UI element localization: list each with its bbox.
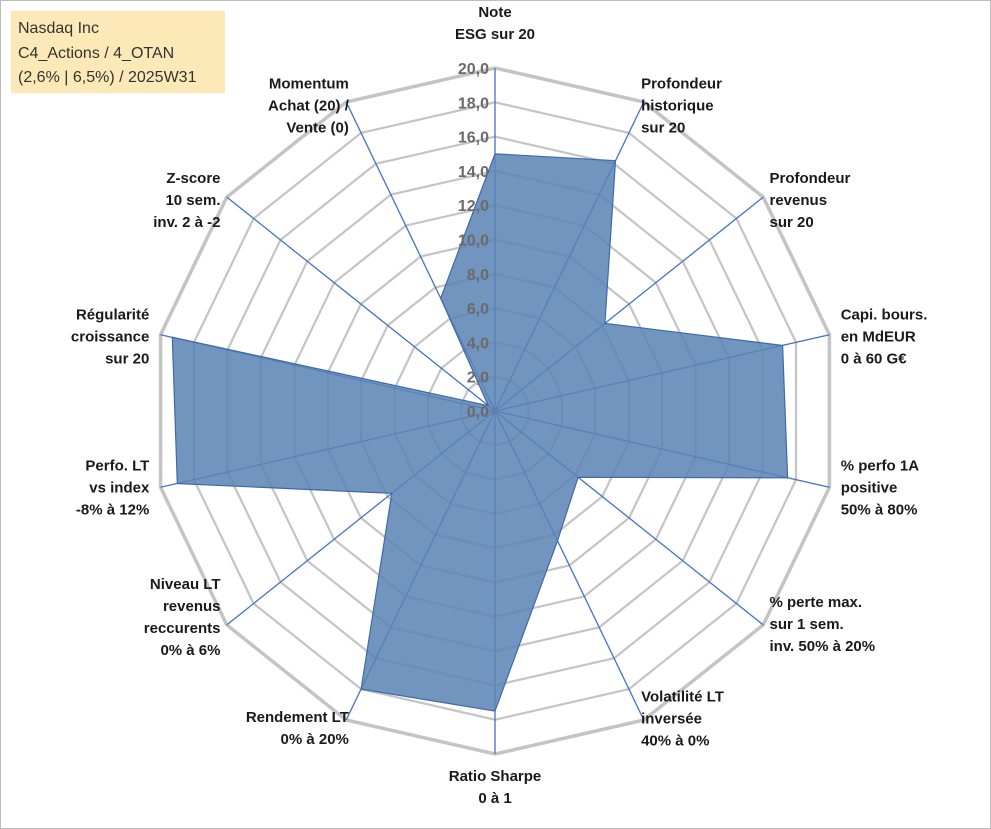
axis-label-line: inversée	[641, 710, 702, 727]
axis-label-line: 40% à 0%	[641, 732, 709, 749]
info-category: C4_Actions / 4_OTAN	[18, 44, 175, 62]
tick-label: 10,0	[458, 233, 489, 250]
axis-label-line: 10 sem.	[165, 192, 220, 209]
info-box: Nasdaq Inc C4_Actions / 4_OTAN (2,6% | 6…	[11, 11, 225, 93]
axis-label-line: Régularité	[76, 306, 149, 323]
axis-label-line: Profondeur	[641, 76, 722, 93]
tick-label: 12,0	[458, 198, 489, 215]
axis-label-line: Momentum	[269, 76, 349, 93]
axis-label-7: Volatilité LT inversée 40% à 0%	[641, 688, 724, 749]
axis-label-9: Rendement LT 0% à 20%	[246, 709, 349, 748]
axis-label-4: Capi. bours. en MdEUR 0 à 60 G€	[841, 306, 928, 367]
axis-label-line: sur 1 sem.	[770, 616, 844, 633]
axis-label-line: vs index	[89, 480, 150, 497]
axis-label-line: ESG sur 20	[455, 26, 535, 43]
tick-label: 6,0	[467, 301, 489, 318]
axis-label-6: % perte max. sur 1 sem. inv. 50% à 20%	[770, 594, 876, 655]
axis-label-1: Note ESG sur 20	[455, 4, 535, 43]
axis-label-line: sur 20	[105, 350, 149, 367]
axis-label-10: Niveau LT revenus reccurents 0% à 6%	[144, 576, 221, 659]
info-period: (2,6% | 6,5%) / 2025W31	[18, 69, 197, 86]
axis-label-line: % perfo 1A	[841, 458, 920, 475]
axis-label-line: Perfo. LT	[85, 458, 149, 475]
axis-label-line: inv. 50% à 20%	[770, 638, 876, 655]
axis-label-line: 0 à 60 G€	[841, 350, 908, 367]
radial-tick-labels: 0,0 2,0 4,0 6,0 8,0 10,0 12,0 14,0 16,0 18,0 20,0	[458, 61, 489, 421]
axis-label-line: 0% à 20%	[281, 731, 349, 748]
axis-label-line: Z-score	[166, 170, 220, 187]
axis-label-13: Z-score 10 sem. inv. 2 à -2	[153, 170, 220, 231]
axis-label-line: Profondeur	[770, 170, 851, 187]
axis-label-line: % perte max.	[770, 594, 863, 611]
axis-label-line: sur 20	[641, 120, 685, 137]
axis-label-8: Ratio Sharpe 0 à 1	[449, 768, 542, 807]
tick-label: 8,0	[467, 267, 489, 284]
axis-label-line: Achat (20) /	[268, 98, 350, 115]
axis-label-line: Capi. bours.	[841, 306, 928, 323]
axis-label-line: Volatilité LT	[641, 688, 724, 705]
axis-label-line: positive	[841, 480, 898, 497]
axis-label-line: -8% à 12%	[76, 502, 149, 519]
tick-label: 4,0	[467, 335, 489, 352]
axis-label-line: revenus	[163, 598, 221, 615]
axis-labels: Note ESG sur 20 Profondeur historique sur 20…	[71, 4, 927, 807]
axis-label-line: sur 20	[770, 214, 814, 231]
axis-label-line: Ratio Sharpe	[449, 768, 542, 785]
axis-label-14: Momentum Achat (20) / Vente (0)	[268, 76, 350, 137]
axis-label-line: Niveau LT	[150, 576, 221, 593]
axis-label-line: inv. 2 à -2	[153, 214, 220, 231]
axis-label-11: Perfo. LT vs index -8% à 12%	[76, 458, 150, 519]
series-area-1	[171, 153, 789, 712]
axis-label-2: Profondeur historique sur 20	[641, 76, 722, 137]
tick-label: 2,0	[467, 370, 489, 387]
radar-series	[171, 153, 789, 712]
tick-label: 16,0	[458, 130, 489, 147]
axis-label-5: % perfo 1A positive 50% à 80%	[841, 458, 920, 519]
axis-label-12: Régularité croissance sur 20	[71, 306, 149, 367]
axis-label-3: Profondeur revenus sur 20	[770, 170, 851, 231]
axis-label-line: Rendement LT	[246, 709, 349, 726]
tick-label: 14,0	[458, 164, 489, 181]
axis-label-line: revenus	[770, 192, 828, 209]
axis-label-line: historique	[641, 98, 714, 115]
axis-label-line: 50% à 80%	[841, 502, 918, 519]
spoke-13	[226, 196, 496, 412]
axis-label-line: Note	[478, 4, 511, 21]
axis-label-line: reccurents	[144, 620, 221, 637]
axis-label-line: 0% à 6%	[160, 642, 220, 659]
info-company-name: Nasdaq Inc	[18, 20, 99, 37]
axis-label-line: Vente (0)	[286, 120, 349, 137]
axis-label-line: 0 à 1	[478, 790, 511, 807]
tick-label: 20,0	[458, 61, 489, 78]
tick-label: 18,0	[458, 95, 489, 112]
axis-label-line: en MdEUR	[841, 328, 916, 345]
axis-label-line: croissance	[71, 328, 149, 345]
tick-label: 0,0	[467, 404, 489, 421]
